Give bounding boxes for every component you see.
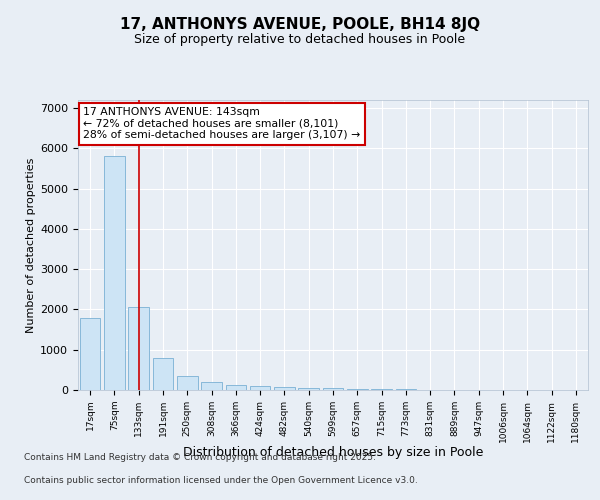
Bar bbox=[104, 156, 125, 390]
X-axis label: Distribution of detached houses by size in Poole: Distribution of detached houses by size … bbox=[183, 446, 483, 459]
Text: 17 ANTHONYS AVENUE: 143sqm
← 72% of detached houses are smaller (8,101)
28% of s: 17 ANTHONYS AVENUE: 143sqm ← 72% of deta… bbox=[83, 108, 361, 140]
Bar bbox=[323, 388, 343, 390]
Bar bbox=[347, 388, 368, 390]
Text: 17, ANTHONYS AVENUE, POOLE, BH14 8JQ: 17, ANTHONYS AVENUE, POOLE, BH14 8JQ bbox=[120, 18, 480, 32]
Bar bbox=[201, 382, 222, 390]
Bar bbox=[371, 389, 392, 390]
Text: Size of property relative to detached houses in Poole: Size of property relative to detached ho… bbox=[134, 32, 466, 46]
Bar bbox=[226, 385, 246, 390]
Bar bbox=[298, 388, 319, 390]
Bar bbox=[152, 358, 173, 390]
Bar bbox=[274, 387, 295, 390]
Bar bbox=[80, 318, 100, 390]
Bar bbox=[250, 386, 271, 390]
Text: Contains HM Land Registry data © Crown copyright and database right 2025.: Contains HM Land Registry data © Crown c… bbox=[24, 454, 376, 462]
Bar bbox=[177, 376, 197, 390]
Text: Contains public sector information licensed under the Open Government Licence v3: Contains public sector information licen… bbox=[24, 476, 418, 485]
Bar bbox=[128, 306, 149, 390]
Y-axis label: Number of detached properties: Number of detached properties bbox=[26, 158, 36, 332]
